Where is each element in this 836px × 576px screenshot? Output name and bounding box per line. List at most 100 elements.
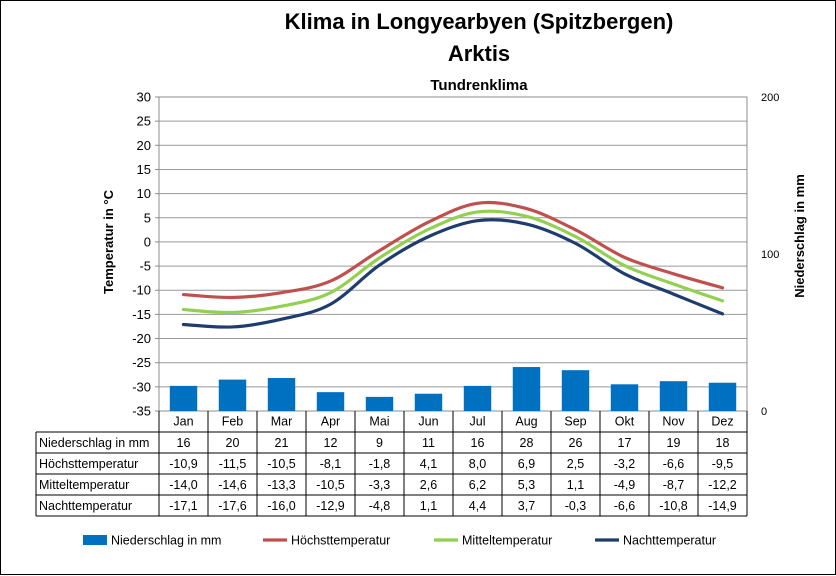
table-cell: 11 <box>422 436 435 450</box>
bar-Jun <box>414 393 443 411</box>
temperature-lines <box>181 200 725 329</box>
table-cell: 5,3 <box>518 478 535 492</box>
table-cell: -16,0 <box>267 499 296 513</box>
bar-Mar <box>267 378 296 411</box>
table-cell: 21 <box>275 436 289 450</box>
table-cell: 16 <box>471 436 485 450</box>
y-tick-label-left: -25 <box>132 355 151 370</box>
y-axis-left-label: Temperatur in °C <box>101 189 116 294</box>
table-cell: -10,5 <box>267 457 296 471</box>
y-tick-label-left: 15 <box>137 162 151 177</box>
table-cell: -14,0 <box>169 478 198 492</box>
table-cell: 1,1 <box>567 478 584 492</box>
table-cell: 8,0 <box>469 457 486 471</box>
category-label: Jun <box>418 415 438 429</box>
table-cell: -8,1 <box>320 457 342 471</box>
category-label: Okt <box>615 415 635 429</box>
chart-title: Klima in Longyearbyen (Spitzbergen) <box>285 9 674 34</box>
bar-Okt <box>610 384 639 411</box>
legend-item: Mitteltemperatur <box>434 534 552 548</box>
legend: Niederschlag in mm Höchsttemperatur Mittel… <box>83 534 716 548</box>
legend-label: Höchsttemperatur <box>291 534 390 548</box>
table-cell: -13,3 <box>267 478 296 492</box>
table-cell: 17 <box>618 436 632 450</box>
table-cell: -4,9 <box>614 478 636 492</box>
y-axis-right-label: Niederschlag in mm <box>792 174 807 298</box>
category-label: Mar <box>271 415 293 429</box>
y-tick-label-left: 20 <box>137 138 151 153</box>
table-cell: -14,9 <box>708 499 737 513</box>
table-cell: -4,8 <box>369 499 391 513</box>
table-cell: -11,5 <box>219 457 247 471</box>
table-cell: 19 <box>667 436 681 450</box>
category-label: Feb <box>222 415 244 429</box>
y-tick-label-left: 30 <box>137 90 151 105</box>
table-row-header: Niederschlag in mm <box>39 436 149 450</box>
y-tick-label-left: -20 <box>132 331 151 346</box>
table-cell: -17,6 <box>218 499 247 513</box>
table-cell: -6,6 <box>663 457 685 471</box>
y-axis-left-ticks: 30 25 20 15 10 5 0 -5 -10 -15 -20 -25 -30 -35 <box>132 90 159 419</box>
line-Höchsttemperatur <box>181 200 725 300</box>
category-label: Nov <box>662 415 685 429</box>
table-cell: 18 <box>716 436 730 450</box>
table-cell: 4,4 <box>469 499 486 513</box>
table-cell: 26 <box>569 436 583 450</box>
y-tick-label-right: 0 <box>761 406 767 418</box>
y-tick-label-left: -30 <box>132 379 151 394</box>
table-cell: -6,6 <box>614 499 636 513</box>
table-row-header: Höchsttemperatur <box>39 457 138 471</box>
y-tick-label-left: -15 <box>132 307 151 322</box>
table-cell: 4,1 <box>420 457 437 471</box>
table-cell: 20 <box>226 436 240 450</box>
table-cell: -3,2 <box>614 457 636 471</box>
table-cell: 2,5 <box>567 457 584 471</box>
y-tick-label-left: 25 <box>137 114 151 129</box>
category-label: Sep <box>564 415 586 429</box>
table-cell: -8,7 <box>663 478 685 492</box>
legend-label: Mitteltemperatur <box>462 534 552 548</box>
category-label: Jan <box>173 415 193 429</box>
bar-Apr <box>316 392 345 411</box>
legend-item: Niederschlag in mm <box>83 534 221 548</box>
table-cell: -12,2 <box>708 478 737 492</box>
chart-climate-type: Tundrenklima <box>430 77 528 94</box>
line-Mitteltemperatur <box>181 209 725 315</box>
table-cell: 9 <box>376 436 383 450</box>
table-cell: 2,6 <box>420 478 437 492</box>
bar-Aug <box>512 367 541 411</box>
data-table: Jan Feb Mar Apr Mai Jun Jul Aug Sep Okt Nov Dez Nied… <box>35 411 748 517</box>
table-cell: -9,5 <box>712 457 734 471</box>
category-label: Aug <box>515 415 537 429</box>
table-cell: 6,9 <box>518 457 535 471</box>
y-tick-label-left: -5 <box>139 259 151 274</box>
table-cell: -10,9 <box>169 457 198 471</box>
y-tick-label-left: 5 <box>144 210 151 225</box>
bar-Jan <box>169 385 198 411</box>
category-label: Jul <box>470 415 486 429</box>
y-axis-right-ticks: 200 100 0 <box>761 92 779 418</box>
table-cell: 16 <box>177 436 191 450</box>
legend-swatch <box>83 535 107 545</box>
bar-Sep <box>561 370 590 411</box>
bar-Feb <box>218 379 247 411</box>
table-cell: 28 <box>520 436 534 450</box>
table-cell: -3,3 <box>369 478 391 492</box>
chart-subtitle: Arktis <box>448 41 510 66</box>
y-tick-label-right: 200 <box>761 92 779 104</box>
category-label: Mai <box>369 415 389 429</box>
precipitation-bars <box>169 367 737 411</box>
y-tick-label-left: -35 <box>132 404 151 419</box>
y-tick-label-left: -10 <box>132 283 151 298</box>
table-cell: -10,8 <box>659 499 688 513</box>
category-label: Dez <box>711 415 733 429</box>
table-cell: 12 <box>324 436 338 450</box>
table-cell: -17,1 <box>169 499 198 513</box>
table-cell: 6,2 <box>469 478 486 492</box>
bar-Jul <box>463 385 492 411</box>
table-cell: -14,6 <box>218 478 247 492</box>
category-label: Apr <box>321 415 340 429</box>
legend-label: Nachttemperatur <box>623 534 716 548</box>
